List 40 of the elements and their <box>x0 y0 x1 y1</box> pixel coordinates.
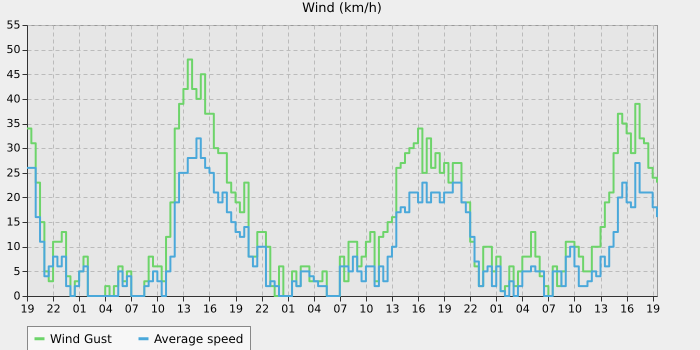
x-tick-label: 07 <box>124 302 139 316</box>
x-tick-label: 19 <box>438 302 452 316</box>
y-tick-label: 50 <box>6 43 20 56</box>
legend-label: Wind Gust <box>50 332 112 346</box>
x-tick-label: 19 <box>646 302 660 316</box>
legend-label: Average speed <box>154 332 244 346</box>
x-tick-label: 16 <box>202 302 217 316</box>
x-tick-label: 01 <box>490 302 504 316</box>
x-tick-label: 10 <box>568 302 582 316</box>
y-tick-label: 25 <box>6 166 20 180</box>
y-tick-label: 0 <box>14 290 20 302</box>
x-tick-label: 07 <box>333 302 348 316</box>
chart-title: Wind (km/h) <box>302 1 382 16</box>
x-tick-label: 22 <box>464 302 478 316</box>
x-tick-label: 16 <box>620 302 634 316</box>
x-tick-label: 13 <box>594 302 608 316</box>
x-tick-label: 04 <box>307 302 322 316</box>
x-tick-label: 01 <box>72 302 87 316</box>
x-tick-label: 19 <box>20 302 34 316</box>
y-tick-label: 35 <box>6 117 20 130</box>
x-tick-label: 07 <box>542 302 556 316</box>
y-tick-label: 45 <box>6 68 20 81</box>
x-tick-label: 13 <box>176 302 191 316</box>
x-tick-label: 22 <box>255 302 270 316</box>
y-tick-label: 10 <box>6 240 20 254</box>
x-tick-label: 10 <box>150 302 165 316</box>
y-tick-label: 40 <box>6 92 20 106</box>
y-tick-label: 5 <box>14 264 20 278</box>
x-tick-label: 13 <box>385 302 400 316</box>
x-tick-label: 19 <box>229 302 244 316</box>
x-tick-label: 22 <box>46 302 61 316</box>
y-tick-label: 30 <box>6 142 20 155</box>
x-tick-label: 16 <box>412 302 426 316</box>
y-tick-label: 55 <box>6 18 20 32</box>
y-tick-label: 15 <box>6 216 20 229</box>
y-tick-label: 20 <box>6 190 20 204</box>
x-tick-label: 10 <box>359 302 374 316</box>
x-tick-label: 01 <box>281 302 296 316</box>
x-tick-label: 04 <box>98 302 113 316</box>
x-tick-label: 04 <box>516 302 530 316</box>
